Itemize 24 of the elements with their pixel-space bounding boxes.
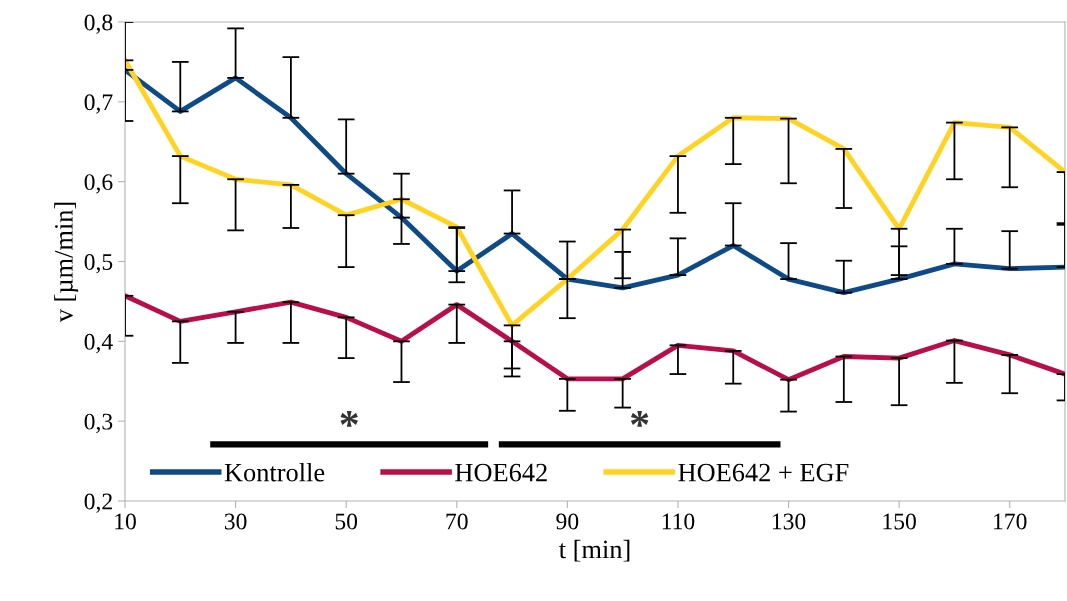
x-tick-label: 70 bbox=[446, 513, 468, 530]
annotation: * bbox=[630, 410, 649, 427]
y-tick-label: 0,3 bbox=[84, 413, 113, 433]
legend-label: HOE642 bbox=[455, 463, 547, 482]
y-tick-label: 0,4 bbox=[84, 333, 113, 354]
y-tick-label: 0,8 bbox=[84, 14, 113, 34]
y-tick-label: 0,2 bbox=[84, 493, 112, 513]
x-tick-label: 130 bbox=[772, 513, 806, 530]
legend-label: Kontrolle bbox=[224, 462, 325, 482]
annotation: * bbox=[340, 410, 358, 427]
x-tick-label: 150 bbox=[883, 513, 916, 530]
x-tick-label: 10 bbox=[115, 513, 136, 530]
y-axis-title: v [µm/min] bbox=[54, 202, 79, 323]
x-tick-label: 90 bbox=[556, 513, 579, 530]
x-tick-label: 50 bbox=[335, 513, 358, 530]
x-tick-label: 110 bbox=[662, 513, 695, 530]
y-tick-label: 0,6 bbox=[84, 174, 113, 194]
y-tick-label: 0,5 bbox=[84, 253, 113, 274]
legend-label: HOE642 + EGF bbox=[678, 463, 849, 482]
line-series bbox=[125, 57, 1065, 328]
x-axis-title: t [min] bbox=[558, 539, 630, 562]
x-tick-label: 30 bbox=[224, 513, 247, 530]
y-tick-label: 0,7 bbox=[84, 94, 113, 114]
x-tick-label: 170 bbox=[994, 513, 1027, 530]
